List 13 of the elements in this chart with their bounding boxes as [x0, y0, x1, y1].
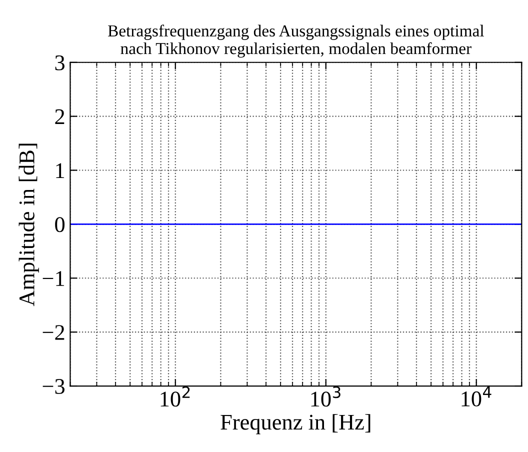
x-tick-label: 10$^{4}$ — [462, 386, 492, 406]
x-tick-label: 10$^{2}$ — [160, 386, 190, 407]
y-axis-title: Amplitude in [dB] — [18, 144, 39, 306]
y-tick-label: 0 — [55, 217, 65, 232]
x-axis-title: Frequenz in [Hz] — [220, 414, 370, 434]
y-tick-label: 1 — [56, 163, 64, 178]
x-tick-label: 10$^{3}$ — [311, 386, 340, 407]
y-tick-label: −2 — [42, 325, 64, 340]
y-tick-label: 2 — [55, 109, 64, 124]
y-tick-label: −1 — [42, 271, 64, 286]
y-tick-label: 3 — [55, 55, 64, 70]
y-tick-label: −3 — [42, 379, 64, 394]
chart-title: Betragsfrequenzgang des Ausgangssignals eines optimal nach Tikhonov regularisierten, modalen beamformer — [108, 24, 484, 58]
